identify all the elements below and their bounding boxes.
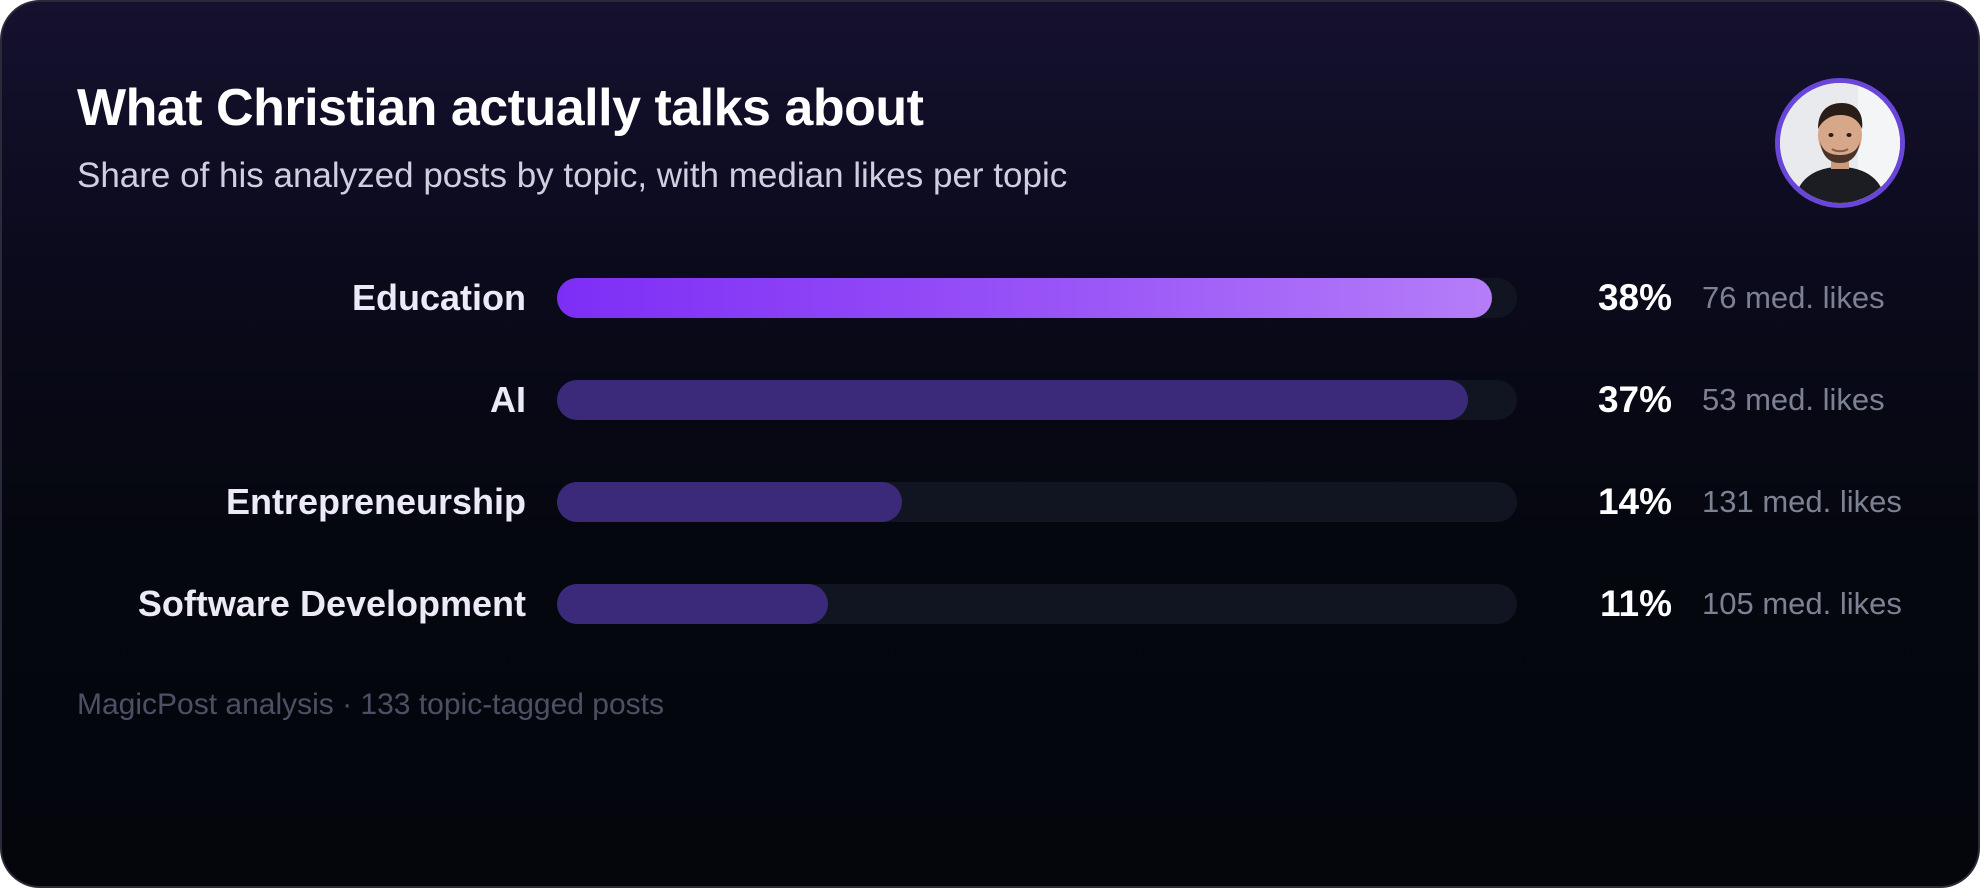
bar [557,380,1468,420]
bar [557,482,902,522]
category-label: Software Development [137,583,526,624]
avatar [1775,78,1905,208]
category-label: AI [490,379,526,420]
bar [557,278,1492,318]
bar [557,584,828,624]
value-label: 38% [1597,277,1672,318]
bar-track [557,380,1517,420]
median-likes-label: 76 med. likes [1702,280,1885,315]
median-likes-label: 105 med. likes [1702,586,1902,621]
value-label: 11% [1599,583,1672,624]
category-label: Education [351,277,526,318]
avatar-portrait-icon [1780,83,1900,203]
bar-track [557,278,1517,318]
bar-track [557,482,1517,522]
chart-title: What Christian actually talks about [77,79,924,137]
median-likes-label: 131 med. likes [1702,484,1902,519]
value-label: 14% [1597,481,1672,522]
footer-note: MagicPost analysis · 133 topic-tagged po… [77,688,664,721]
bar-track [557,584,1517,624]
category-label: Entrepreneurship [225,481,526,522]
value-label: 37% [1597,379,1672,420]
median-likes-label: 53 med. likes [1702,382,1885,417]
chart-subtitle: Share of his analyzed posts by topic, wi… [77,156,1068,195]
